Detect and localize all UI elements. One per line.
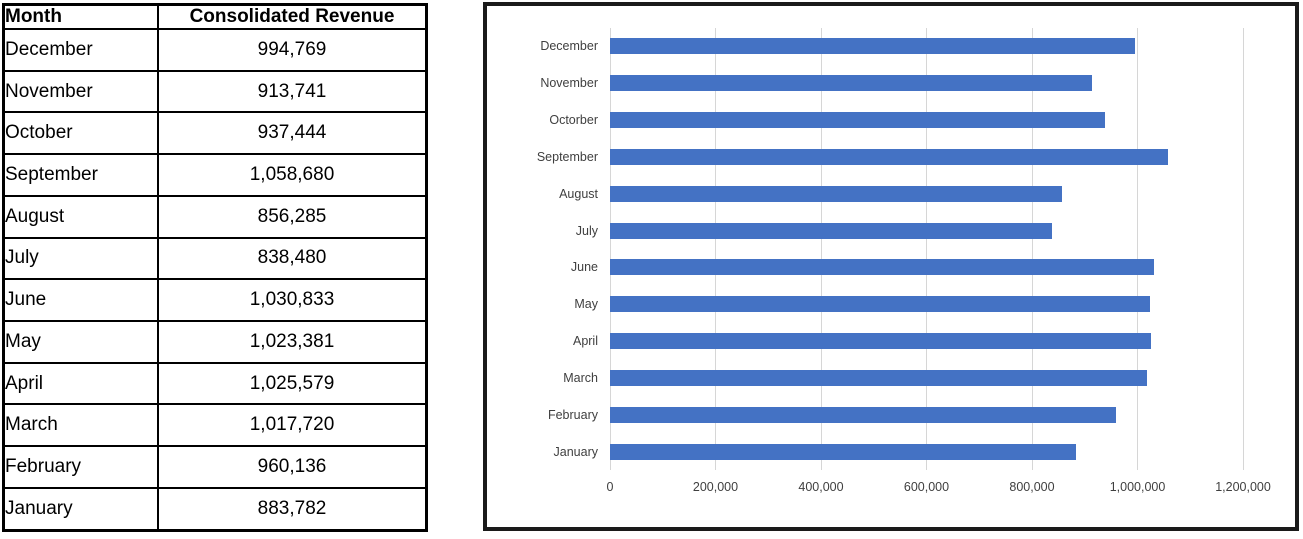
revenue-cell: 937,444	[157, 111, 428, 156]
bar-september	[610, 148, 1169, 165]
bar-february	[610, 406, 1117, 423]
category-label: July	[575, 223, 598, 238]
bar-march	[610, 369, 1147, 386]
bar-january	[610, 443, 1077, 460]
x-tick-label: 200,000	[692, 480, 739, 494]
chart-plot-area	[609, 28, 1244, 470]
revenue-column-header: Consolidated Revenue	[157, 3, 428, 30]
month-cell: July	[2, 236, 159, 281]
gridline	[715, 28, 716, 470]
gridline	[609, 28, 611, 470]
x-tick-label: 800,000	[1009, 480, 1055, 494]
revenue-cell: 856,285	[157, 194, 428, 239]
month-cell: August	[2, 194, 159, 239]
revenue-cell: 960,136	[157, 445, 428, 489]
x-tick-label: 1,200,000	[1215, 480, 1271, 494]
month-cell: June	[2, 278, 159, 323]
category-label: June	[570, 260, 598, 275]
table-row: February 960,136	[2, 445, 428, 489]
gridline	[1031, 28, 1033, 470]
table-row: October 937,444	[2, 111, 428, 156]
gridline	[1242, 28, 1244, 470]
revenue-cell: 1,058,680	[157, 153, 428, 197]
revenue-cell: 883,782	[157, 486, 428, 532]
table-row: June 1,030,833	[2, 278, 428, 323]
category-label: November	[540, 76, 598, 91]
table-row: December 994,769	[2, 28, 428, 72]
table-row: May 1,023,381	[2, 320, 428, 364]
month-cell: January	[2, 486, 159, 532]
bar-november	[610, 75, 1092, 92]
bar-may	[610, 296, 1150, 313]
revenue-cell: 913,741	[157, 69, 428, 114]
chart-value-axis: 0 200,000 400,000 600,000 800,000 1,000,000 1,…	[606, 480, 1271, 498]
revenue-table: Month Consolidated Revenue December 994,7…	[2, 3, 428, 532]
category-label: January	[553, 444, 598, 459]
table-header-row: Month Consolidated Revenue	[2, 3, 428, 30]
month-column-header: Month	[2, 3, 159, 30]
revenue-cell: 1,017,720	[157, 403, 428, 448]
table-row: March 1,017,720	[2, 403, 428, 448]
gridline	[926, 28, 927, 470]
month-cell: November	[2, 69, 159, 114]
table-row: August 856,285	[2, 194, 428, 239]
x-tick-label: 400,000	[798, 480, 844, 494]
x-tick-label: 0	[606, 480, 614, 494]
revenue-cell: 1,030,833	[157, 278, 428, 323]
month-cell: May	[2, 320, 159, 364]
table-row: September 1,058,680	[2, 153, 428, 197]
bar-april	[610, 333, 1151, 350]
bar-octorber	[610, 112, 1105, 129]
month-cell: December	[2, 28, 159, 72]
x-tick-label: 600,000	[903, 480, 950, 494]
table-row: January 883,782	[2, 486, 428, 532]
gridline	[1137, 28, 1138, 470]
revenue-cell: 1,025,579	[157, 361, 428, 406]
month-cell: April	[2, 361, 159, 406]
category-label: Octorber	[549, 113, 598, 128]
bar-december	[610, 38, 1135, 55]
category-label: April	[572, 334, 598, 349]
month-cell: September	[2, 153, 159, 197]
x-tick-label: 1,000,000	[1109, 480, 1166, 494]
category-label: May	[574, 297, 598, 312]
table-row: November 913,741	[2, 69, 428, 114]
month-cell: February	[2, 445, 159, 489]
category-label: February	[547, 407, 598, 422]
category-label: September	[536, 149, 598, 164]
category-label: December	[540, 39, 598, 54]
category-label: March	[563, 370, 598, 385]
table-row: April 1,025,579	[2, 361, 428, 406]
bar-august	[610, 185, 1062, 202]
month-cell: October	[2, 111, 159, 156]
revenue-cell: 994,769	[157, 28, 428, 72]
month-cell: March	[2, 403, 159, 448]
revenue-cell: 838,480	[157, 236, 428, 281]
bar-july	[610, 222, 1053, 239]
category-label: August	[559, 186, 598, 201]
revenue-cell: 1,023,381	[157, 320, 428, 364]
bar-june	[610, 259, 1154, 276]
gridline	[820, 28, 822, 470]
table-row: July 838,480	[2, 236, 428, 281]
bar-chart: December November Octorber September August J…	[483, 2, 1299, 531]
chart-category-axis: December November Octorber September August J…	[487, 28, 598, 470]
